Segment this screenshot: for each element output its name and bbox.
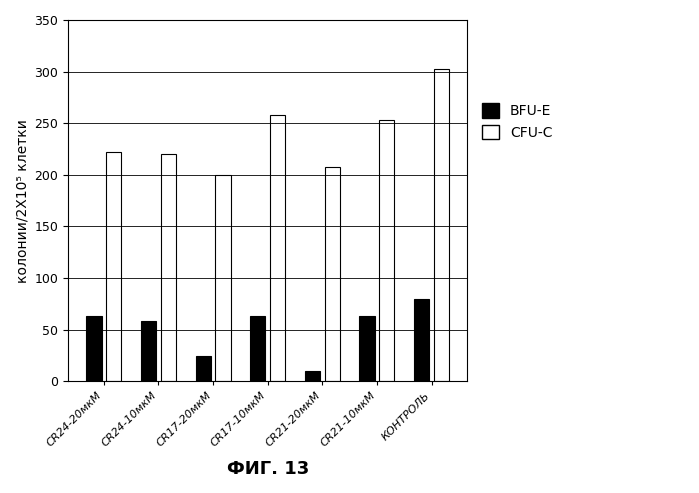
Bar	[324, 167, 340, 382]
Bar	[379, 120, 394, 382]
Bar	[414, 299, 429, 382]
Bar	[434, 69, 449, 382]
Bar	[161, 154, 176, 382]
Bar	[196, 355, 211, 382]
Bar	[305, 371, 320, 382]
Bar	[86, 317, 101, 382]
Y-axis label: колонии/2X10⁵ клетки: колонии/2X10⁵ клетки	[15, 119, 29, 282]
Bar	[270, 115, 285, 382]
Bar	[141, 321, 156, 382]
Legend: BFU-E, CFU-C: BFU-E, CFU-C	[478, 99, 556, 144]
Bar	[106, 152, 121, 382]
X-axis label: ФИГ. 13: ФИГ. 13	[226, 460, 309, 478]
Bar	[359, 317, 375, 382]
Bar	[250, 317, 266, 382]
Bar	[215, 175, 231, 382]
